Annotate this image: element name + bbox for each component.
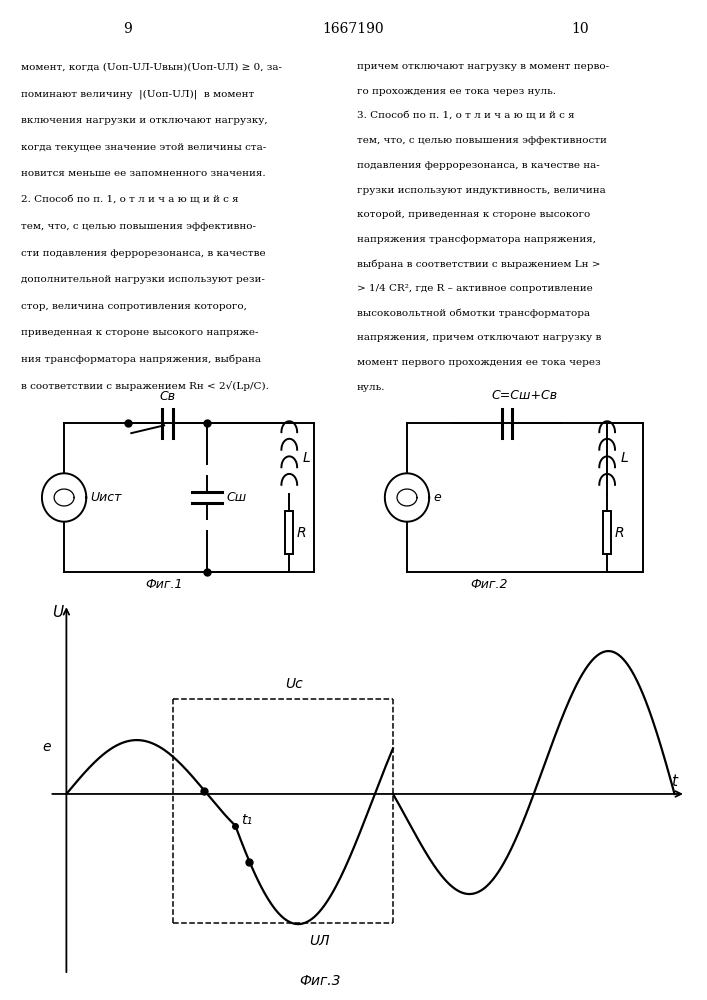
- Text: Uс: Uс: [286, 677, 303, 691]
- Text: подавления феррорезонанса, в качестве на-: подавления феррорезонанса, в качестве на…: [357, 161, 600, 170]
- Text: 9: 9: [123, 22, 132, 36]
- Text: L: L: [303, 451, 310, 465]
- Text: дополнительной нагрузки используют рези-: дополнительной нагрузки используют рези-: [21, 275, 265, 284]
- Bar: [286, 511, 293, 554]
- Text: когда текущее значение этой величины ста-: когда текущее значение этой величины ста…: [21, 143, 267, 152]
- Text: t: t: [672, 774, 677, 789]
- Text: C=Cш+Cв: C=Cш+Cв: [492, 389, 558, 402]
- Text: ния трансформатора напряжения, выбрана: ния трансформатора напряжения, выбрана: [21, 355, 261, 364]
- Text: напряжения трансформатора напряжения,: напряжения трансформатора напряжения,: [357, 235, 596, 244]
- Text: Фиг.2: Фиг.2: [470, 578, 508, 591]
- Text: причем отключают нагрузку в момент перво-: причем отключают нагрузку в момент перво…: [357, 62, 609, 71]
- Text: момент первого прохождения ее тока через: момент первого прохождения ее тока через: [357, 358, 601, 367]
- Text: в соответствии с выражением Rн < 2√(Lр/C).: в соответствии с выражением Rн < 2√(Lр/C…: [21, 381, 269, 391]
- Text: стор, величина сопротивления которого,: стор, величина сопротивления которого,: [21, 302, 247, 311]
- Text: которой, приведенная к стороне высокого: которой, приведенная к стороне высокого: [357, 210, 590, 219]
- Text: t₁: t₁: [241, 813, 252, 827]
- Text: грузки используют индуктивность, величина: грузки используют индуктивность, величин…: [357, 186, 606, 195]
- Text: новится меньше ее запомненного значения.: новится меньше ее запомненного значения.: [21, 169, 266, 178]
- Text: поминают величину  |(Uоп-UЛ)|  в момент: поминают величину |(Uоп-UЛ)| в момент: [21, 90, 255, 99]
- Text: Cш: Cш: [227, 491, 247, 504]
- Text: напряжения, причем отключают нагрузку в: напряжения, причем отключают нагрузку в: [357, 333, 602, 342]
- Text: 1667190: 1667190: [322, 22, 385, 36]
- Text: 10: 10: [571, 22, 588, 36]
- Text: e: e: [42, 740, 51, 754]
- Text: сти подавления феррорезонанса, в качестве: сти подавления феррорезонанса, в качеств…: [21, 249, 266, 258]
- Text: Uист: Uист: [90, 491, 122, 504]
- Text: го прохождения ее тока через нуль.: го прохождения ее тока через нуль.: [357, 87, 556, 96]
- Text: R: R: [614, 526, 624, 540]
- Text: тем, что, с целью повышения эффективно-: тем, что, с целью повышения эффективно-: [21, 222, 256, 231]
- Bar: [603, 511, 611, 554]
- Text: выбрана в соответствии с выражением Lн >: выбрана в соответствии с выражением Lн >: [357, 260, 600, 269]
- Text: приведенная к стороне высокого напряже-: приведенная к стороне высокого напряже-: [21, 328, 259, 337]
- Text: высоковольтной обмотки трансформатора: высоковольтной обмотки трансформатора: [357, 309, 590, 318]
- Text: R: R: [297, 526, 306, 540]
- Text: тем, что, с целью повышения эффективности: тем, что, с целью повышения эффективност…: [357, 136, 607, 145]
- Text: Cв: Cв: [160, 390, 176, 403]
- Text: Фиг.3: Фиг.3: [299, 974, 341, 988]
- Text: L: L: [621, 451, 629, 465]
- Text: 2. Способ по п. 1, о т л и ч а ю щ и й с я: 2. Способ по п. 1, о т л и ч а ю щ и й с…: [21, 196, 239, 205]
- Text: включения нагрузки и отключают нагрузку,: включения нагрузки и отключают нагрузку,: [21, 116, 268, 125]
- Text: U: U: [52, 605, 64, 620]
- Text: момент, когда (Uоп-UЛ-Uвын)(Uоп-UЛ) ≥ 0, за-: момент, когда (Uоп-UЛ-Uвын)(Uоп-UЛ) ≥ 0,…: [21, 63, 282, 72]
- Text: Фиг.1: Фиг.1: [146, 578, 183, 591]
- Text: нуль.: нуль.: [357, 383, 385, 392]
- Text: > 1/4 CR², где R – активное сопротивление: > 1/4 CR², где R – активное сопротивлени…: [357, 284, 592, 293]
- Text: UЛ: UЛ: [310, 934, 330, 948]
- Text: e: e: [433, 491, 441, 504]
- Text: 3. Способ по п. 1, о т л и ч а ю щ и й с я: 3. Способ по п. 1, о т л и ч а ю щ и й с…: [357, 112, 575, 121]
